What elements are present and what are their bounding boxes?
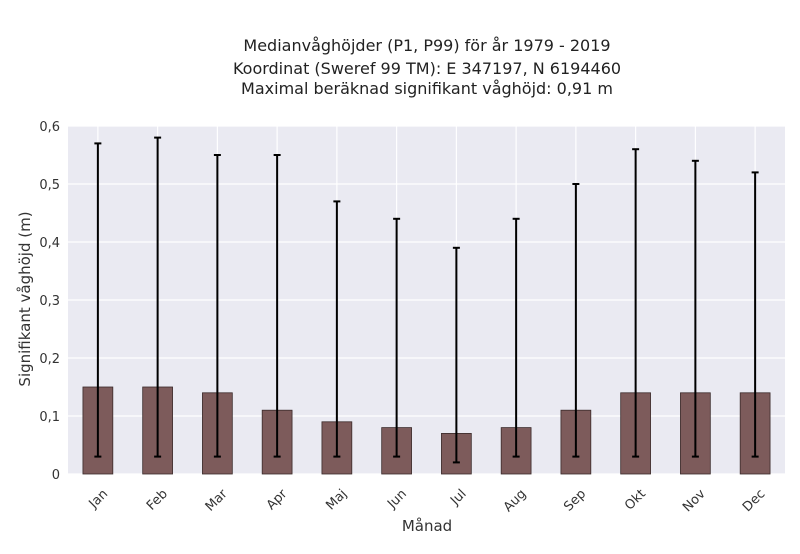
x-tick-label-apr: Apr <box>264 486 291 513</box>
x-tick-label-mar: Mar <box>203 486 231 514</box>
error-bar-okt <box>632 148 640 458</box>
error-bar-sep <box>572 183 580 458</box>
x-tick-label-okt: Okt <box>622 487 649 514</box>
x-tick-label-jul: Jul <box>447 487 469 509</box>
x-tick-label-aug: Aug <box>501 487 530 516</box>
chart-title-line-1: Medianvåghöjder (P1, P99) för år 1979 - … <box>243 36 610 55</box>
error-bar-jan <box>94 142 102 458</box>
y-tick-label: 0,6 <box>39 120 60 135</box>
error-bar-apr <box>273 154 281 458</box>
x-tick-labels: Jan Feb Mar Apr Maj Jun Jul Aug Sep Okt Nov Dec <box>86 486 769 515</box>
error-bar-nov <box>691 159 699 458</box>
x-tick-label-feb: Feb <box>144 487 171 514</box>
y-tick-label: 0,1 <box>39 410 60 425</box>
x-tick-label-jun: Jun <box>384 487 410 513</box>
x-tick-label-maj: Maj <box>323 487 350 514</box>
error-bar-mar <box>213 154 221 458</box>
y-tick-label: 0,3 <box>39 294 60 309</box>
chart-title-line-2: Koordinat (Sweref 99 TM): E 347197, N 61… <box>233 59 621 78</box>
x-tick-label-nov: Nov <box>680 486 709 515</box>
chart-title-line-3: Maximal beräknad signifikant våghöjd: 0,… <box>241 79 613 98</box>
x-tick-label-jan: Jan <box>86 487 111 512</box>
y-axis-label: Signifikant våghöjd (m) <box>16 211 34 386</box>
x-tick-label-dec: Dec <box>740 487 768 515</box>
x-tick-label-sep: Sep <box>561 487 589 515</box>
error-bar-maj <box>333 200 341 458</box>
error-bar-feb <box>154 136 162 458</box>
x-axis-label: Månad <box>402 517 452 535</box>
error-bar-aug <box>512 217 520 458</box>
y-tick-label: 0 <box>52 468 60 483</box>
y-tick-label: 0,5 <box>39 178 60 193</box>
chart-title: Medianvåghöjder (P1, P99) för år 1979 - … <box>233 36 621 98</box>
y-tick-label: 0,2 <box>39 352 60 367</box>
error-bar-jul <box>452 246 460 464</box>
error-bar-jun <box>393 217 401 458</box>
y-tick-labels: 0 0,1 0,2 0,3 0,4 0,5 0,6 <box>39 120 60 483</box>
error-bars <box>94 136 759 464</box>
y-tick-label: 0,4 <box>39 236 60 251</box>
error-bar-dec <box>751 171 759 458</box>
